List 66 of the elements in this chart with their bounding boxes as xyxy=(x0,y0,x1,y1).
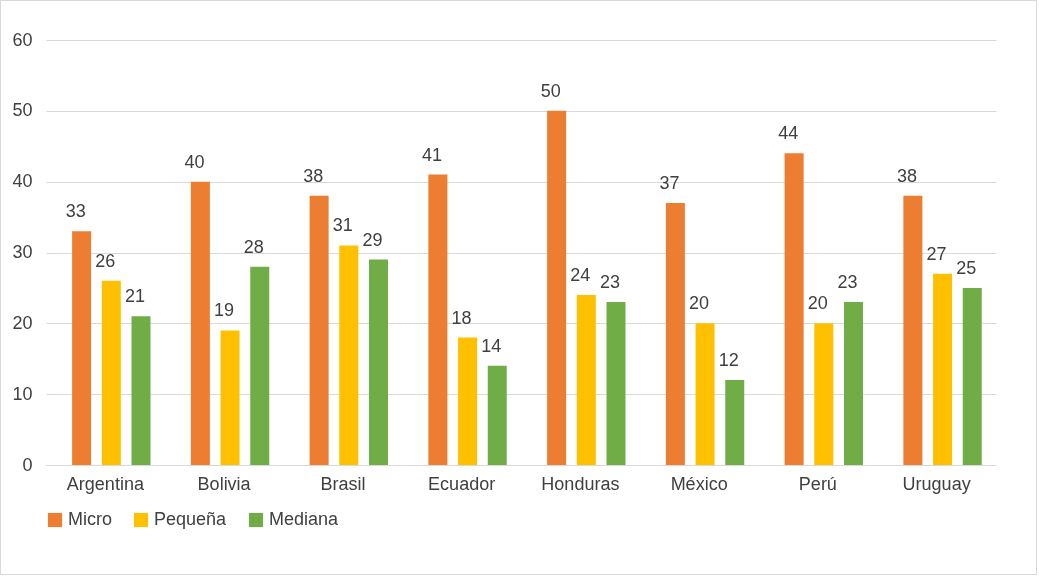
data-label: 37 xyxy=(659,172,680,193)
bar xyxy=(844,302,863,465)
bar xyxy=(576,295,596,465)
data-label: 44 xyxy=(778,123,799,144)
data-label: 41 xyxy=(421,144,442,165)
data-label: 25 xyxy=(956,257,977,278)
data-label: 40 xyxy=(184,151,205,172)
data-label: 14 xyxy=(481,335,502,356)
data-label: 12 xyxy=(718,350,739,370)
bar xyxy=(933,273,953,465)
bar xyxy=(606,302,626,465)
data-label: 28 xyxy=(243,236,264,257)
data-label: 20 xyxy=(689,293,710,314)
data-label: 20 xyxy=(807,293,828,314)
x-tick-label: Uruguay xyxy=(902,473,971,494)
x-tick-label: Bolivia xyxy=(197,473,252,494)
bar xyxy=(190,181,210,465)
data-label: 26 xyxy=(95,250,116,271)
x-tick-label: Brasil xyxy=(320,473,366,494)
bar xyxy=(814,323,834,465)
bar xyxy=(131,316,151,465)
y-tick-label: 20 xyxy=(12,312,33,333)
legend-label: Pequeña xyxy=(154,509,228,529)
legend-label: Mediana xyxy=(269,509,340,529)
y-tick-label: 40 xyxy=(12,171,33,192)
x-tick-label: Ecuador xyxy=(428,473,496,494)
bar xyxy=(725,380,745,465)
bar xyxy=(547,110,567,465)
bar xyxy=(250,266,270,465)
data-label: 23 xyxy=(837,272,858,293)
data-label: 18 xyxy=(451,307,472,328)
bar xyxy=(487,365,507,465)
data-label: 33 xyxy=(65,201,86,222)
bar xyxy=(962,287,982,465)
x-tick-label: Perú xyxy=(798,473,837,494)
y-tick-label: 50 xyxy=(12,100,33,121)
data-label: 27 xyxy=(926,243,947,264)
data-label: 29 xyxy=(362,229,383,250)
bar xyxy=(903,195,923,465)
bar xyxy=(220,330,240,465)
x-tick-label: Argentina xyxy=(66,473,145,494)
bar xyxy=(784,153,804,465)
bar xyxy=(309,195,329,465)
bar xyxy=(458,337,478,465)
x-tick-label: México xyxy=(670,473,728,494)
data-label: 19 xyxy=(214,300,235,321)
data-label: 38 xyxy=(896,165,917,186)
data-label: 50 xyxy=(540,80,561,101)
bar xyxy=(101,280,121,465)
bar xyxy=(369,259,388,465)
y-tick-label: 10 xyxy=(12,383,33,404)
data-label: 38 xyxy=(303,165,324,186)
data-label: 21 xyxy=(125,286,146,307)
bar xyxy=(428,174,448,465)
data-label: 24 xyxy=(570,265,591,285)
legend-label: Micro xyxy=(68,509,112,529)
data-label: 31 xyxy=(332,215,353,236)
bar xyxy=(665,202,685,465)
x-tick-label: Honduras xyxy=(541,473,620,494)
y-tick-label: 30 xyxy=(12,242,33,262)
bar xyxy=(72,231,92,465)
y-tick-label: 0 xyxy=(22,454,33,475)
y-tick-label: 60 xyxy=(12,29,33,50)
bar xyxy=(695,323,715,465)
bar xyxy=(339,245,359,465)
data-label: 23 xyxy=(600,272,621,293)
